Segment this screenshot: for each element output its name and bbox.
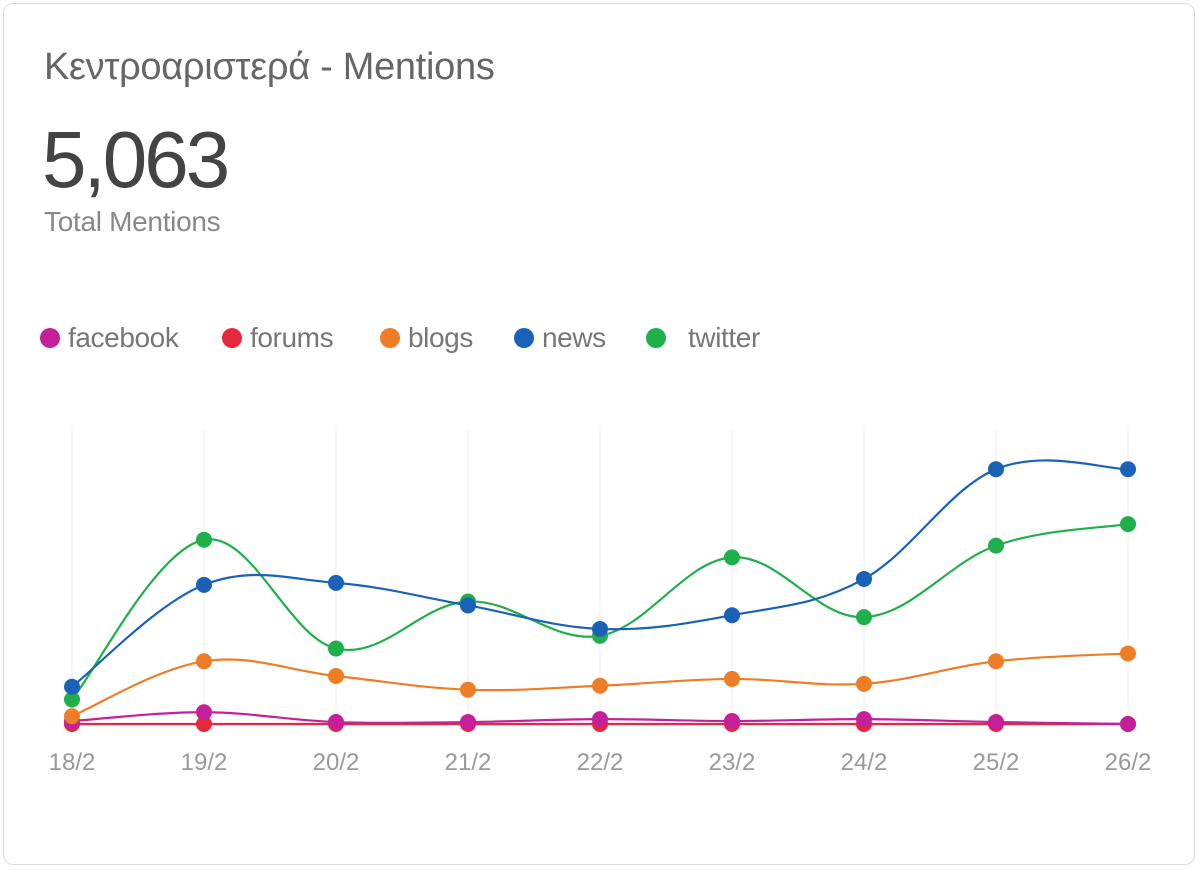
data-point-facebook: [988, 714, 1004, 731]
data-point-blogs: [724, 670, 740, 687]
data-point-news: [724, 607, 740, 624]
legend-label-twitter: twitter: [688, 322, 760, 353]
legend-dot-facebook: [40, 328, 60, 348]
total-mentions-value: 5,063: [42, 115, 230, 204]
data-point-twitter: [64, 691, 80, 708]
x-tick-label: 22/2: [577, 749, 624, 776]
x-tick-label: 25/2: [973, 749, 1020, 776]
data-point-blogs: [856, 675, 872, 692]
data-point-facebook: [1120, 716, 1136, 732]
legend-item-twitter[interactable]: twitter: [646, 318, 760, 358]
data-point-facebook: [856, 711, 872, 728]
legend-label-blogs: blogs: [408, 322, 473, 353]
data-point-facebook: [328, 714, 344, 731]
legend-dot-blogs: [380, 328, 400, 348]
legend-item-blogs[interactable]: blogs: [380, 318, 473, 358]
data-point-news: [196, 576, 212, 593]
x-tick-label: 19/2: [181, 749, 228, 776]
data-point-news: [64, 678, 80, 695]
legend-dot-forums: [222, 328, 242, 348]
x-tick-label: 26/2: [1105, 749, 1152, 776]
data-point-blogs: [328, 667, 344, 684]
data-point-facebook: [460, 714, 476, 731]
x-tick-label: 23/2: [709, 749, 756, 776]
data-point-facebook: [724, 713, 740, 730]
legend-dot-twitter: [646, 328, 666, 348]
data-point-twitter: [856, 609, 872, 626]
data-point-twitter: [328, 640, 344, 657]
data-point-blogs: [196, 653, 212, 670]
legend-label-news: news: [542, 322, 606, 353]
data-point-twitter: [988, 537, 1004, 554]
data-point-news: [592, 620, 608, 637]
legend-item-facebook[interactable]: facebook: [40, 318, 179, 358]
x-tick-label: 24/2: [841, 749, 888, 776]
data-point-blogs: [592, 677, 608, 694]
data-point-news: [856, 570, 872, 587]
x-tick-label: 21/2: [445, 749, 492, 776]
data-point-blogs: [64, 708, 80, 725]
data-point-twitter: [724, 549, 740, 566]
data-point-twitter: [1120, 516, 1136, 533]
data-point-news: [1120, 461, 1136, 478]
legend-label-forums: forums: [250, 322, 334, 353]
data-point-forums: [196, 716, 212, 732]
data-point-blogs: [1120, 645, 1136, 662]
total-mentions-label: Total Mentions: [44, 206, 221, 237]
x-tick-label: 20/2: [313, 749, 360, 776]
data-point-blogs: [988, 653, 1004, 670]
data-point-facebook: [592, 711, 608, 728]
legend-dot-news: [514, 328, 534, 348]
data-point-twitter: [196, 531, 212, 548]
legend-item-news[interactable]: news: [514, 318, 606, 358]
data-point-news: [988, 461, 1004, 478]
data-point-blogs: [460, 681, 476, 698]
chart-title: Κεντροαριστερά - Mentions: [44, 46, 495, 88]
legend-item-forums[interactable]: forums: [222, 318, 334, 358]
data-point-facebook: [196, 704, 212, 721]
data-point-news: [460, 597, 476, 614]
legend-label-facebook: facebook: [68, 322, 179, 353]
data-point-news: [328, 574, 344, 591]
x-tick-label: 18/2: [49, 749, 96, 776]
